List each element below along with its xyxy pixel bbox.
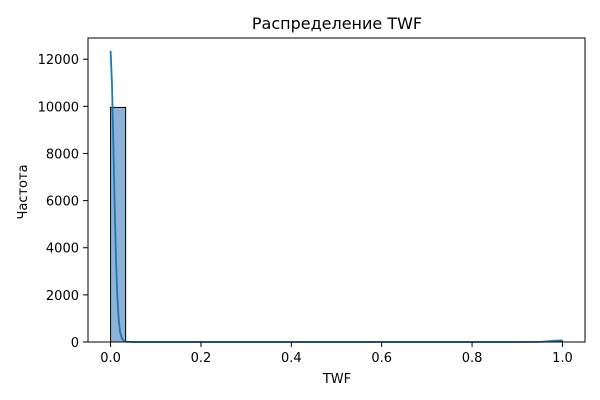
x-tick-label: 0.0: [100, 351, 121, 366]
y-tick-label: 8000: [46, 147, 79, 162]
x-tick-label: 0.4: [281, 351, 302, 366]
y-tick-label: 12000: [38, 53, 79, 68]
y-tick-label: 10000: [38, 100, 79, 115]
y-tick-label: 6000: [46, 195, 79, 210]
x-tick-label: 0.8: [462, 351, 483, 366]
y-axis: 0 2000 4000 6000 8000 10000 12000: [38, 53, 88, 351]
x-axis-label: TWF: [322, 372, 351, 387]
y-axis-label: Частота: [16, 164, 31, 219]
x-tick-label: 0.2: [191, 351, 212, 366]
plot-frame: [87, 37, 586, 343]
y-tick-label: 4000: [46, 242, 79, 257]
x-tick-label: 1.0: [552, 351, 573, 366]
x-tick-label: 0.6: [371, 351, 392, 366]
chart-title: Распределение TWF: [252, 14, 422, 33]
y-tick-label: 2000: [46, 289, 79, 304]
x-axis: 0.0 0.2 0.4 0.6 0.8 1.0: [100, 342, 573, 366]
y-tick-label: 0: [71, 336, 79, 351]
